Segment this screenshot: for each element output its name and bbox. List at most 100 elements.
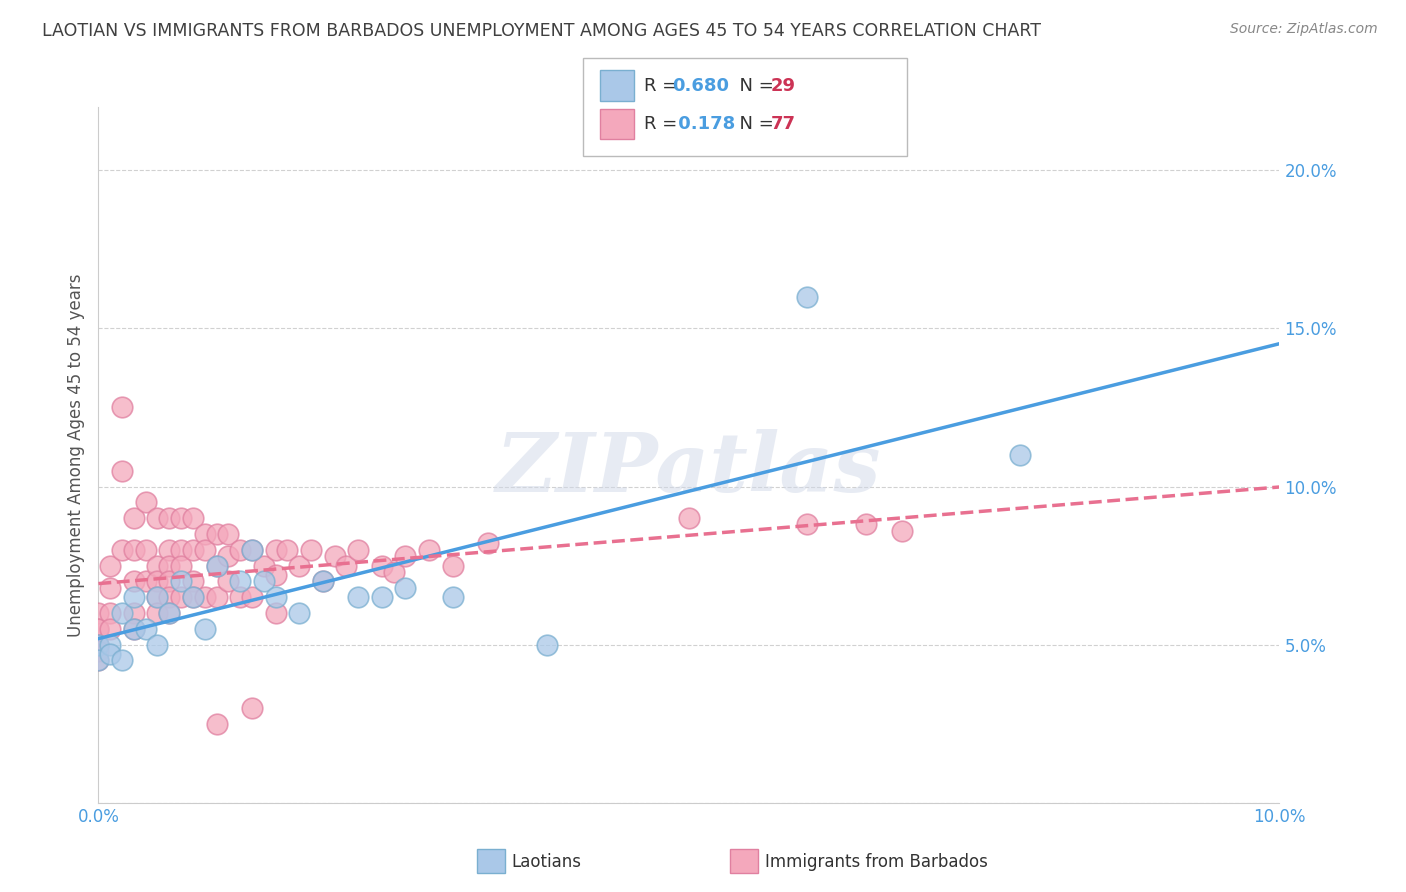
Point — [264, 591, 287, 605]
Point — [181, 591, 204, 605]
Point — [323, 549, 346, 563]
Point — [122, 591, 145, 605]
Point — [122, 574, 145, 589]
Point — [276, 542, 298, 557]
Point — [181, 574, 204, 589]
Point — [240, 542, 263, 557]
Point — [477, 536, 499, 550]
Point — [205, 591, 228, 605]
Point — [194, 591, 217, 605]
Point — [111, 542, 134, 557]
Text: 77: 77 — [770, 115, 796, 133]
Point — [264, 542, 287, 557]
Point — [418, 542, 440, 557]
Point — [229, 542, 252, 557]
Point — [135, 622, 157, 636]
Point — [87, 653, 110, 667]
Point — [299, 542, 322, 557]
Point — [146, 606, 169, 620]
Point — [157, 606, 180, 620]
Point — [170, 591, 193, 605]
Point — [98, 606, 121, 620]
Text: Immigrants from Barbados: Immigrants from Barbados — [765, 853, 988, 871]
Point — [122, 606, 145, 620]
Point — [312, 574, 335, 589]
Point — [135, 574, 157, 589]
Point — [394, 581, 416, 595]
Point — [87, 606, 110, 620]
Point — [217, 574, 239, 589]
Text: LAOTIAN VS IMMIGRANTS FROM BARBADOS UNEMPLOYMENT AMONG AGES 45 TO 54 YEARS CORRE: LAOTIAN VS IMMIGRANTS FROM BARBADOS UNEM… — [42, 22, 1042, 40]
Point — [111, 401, 134, 415]
Point — [264, 568, 287, 582]
Point — [288, 558, 311, 573]
Point — [170, 511, 193, 525]
Point — [146, 591, 169, 605]
Point — [157, 511, 180, 525]
Point — [1008, 448, 1031, 462]
Point — [253, 558, 276, 573]
Text: R =: R = — [644, 115, 683, 133]
Point — [181, 511, 204, 525]
Text: R =: R = — [644, 77, 683, 95]
Point — [217, 527, 239, 541]
Point — [678, 511, 700, 525]
Text: ZIPatlas: ZIPatlas — [496, 429, 882, 508]
Point — [87, 644, 110, 658]
Point — [87, 638, 110, 652]
Point — [264, 606, 287, 620]
Point — [229, 574, 252, 589]
Point — [135, 495, 157, 509]
Point — [157, 558, 180, 573]
Point — [205, 527, 228, 541]
Point — [371, 591, 394, 605]
Point — [146, 574, 169, 589]
Point — [87, 638, 110, 652]
Point — [194, 527, 217, 541]
Point — [111, 464, 134, 478]
Point — [122, 511, 145, 525]
Point — [111, 653, 134, 667]
Point — [135, 542, 157, 557]
Point — [146, 511, 169, 525]
Point — [441, 558, 464, 573]
Text: 0.178: 0.178 — [672, 115, 735, 133]
Point — [122, 622, 145, 636]
Point — [146, 591, 169, 605]
Point — [170, 542, 193, 557]
Y-axis label: Unemployment Among Ages 45 to 54 years: Unemployment Among Ages 45 to 54 years — [66, 273, 84, 637]
Point — [312, 574, 335, 589]
Text: 29: 29 — [770, 77, 796, 95]
Text: N =: N = — [728, 77, 780, 95]
Point — [347, 542, 370, 557]
Point — [288, 606, 311, 620]
Point — [796, 517, 818, 532]
Point — [146, 558, 169, 573]
Point — [240, 591, 263, 605]
Point — [146, 638, 169, 652]
Point — [87, 622, 110, 636]
Point — [536, 638, 558, 652]
Point — [122, 622, 145, 636]
Point — [87, 622, 110, 636]
Point — [347, 591, 370, 605]
Point — [157, 606, 180, 620]
Point — [394, 549, 416, 563]
Point — [335, 558, 357, 573]
Point — [205, 558, 228, 573]
Point — [98, 638, 121, 652]
Point — [240, 542, 263, 557]
Point — [111, 606, 134, 620]
Point — [98, 647, 121, 661]
Point — [122, 542, 145, 557]
Point — [170, 574, 193, 589]
Text: N =: N = — [728, 115, 780, 133]
Point — [98, 558, 121, 573]
Point — [855, 517, 877, 532]
Point — [796, 290, 818, 304]
Point — [441, 591, 464, 605]
Point — [229, 591, 252, 605]
Point — [240, 701, 263, 715]
Text: Source: ZipAtlas.com: Source: ZipAtlas.com — [1230, 22, 1378, 37]
Point — [382, 565, 405, 579]
